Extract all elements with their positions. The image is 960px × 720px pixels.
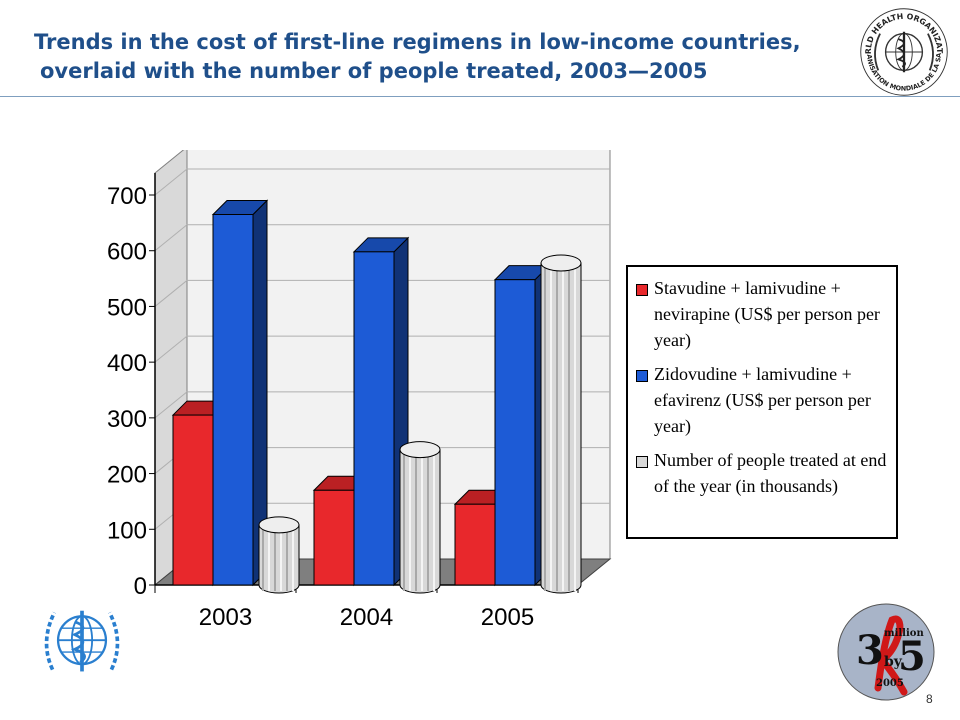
legend-item-people-treated: Number of people treated at end of the y… <box>636 447 890 499</box>
y-tick-label: 500 <box>107 294 147 321</box>
bar-front-2-0 <box>454 503 496 586</box>
bar-front-1-1 <box>353 251 395 586</box>
3by5-logo-million: million <box>884 628 924 639</box>
3by5-logo-by: by <box>884 654 903 670</box>
who-logo: WORLD HEALTH ORGANIZATION ORGANISATION M… <box>858 6 948 96</box>
legend-swatch-zidovudine <box>636 370 648 382</box>
cylinder-top <box>540 254 582 272</box>
legend-item-stavudine: Stavudine + lamivudine + nevirapine (US$… <box>636 275 890 353</box>
gridline <box>154 391 610 419</box>
3by5-logo-3: 3 <box>856 627 884 674</box>
legend-swatch-stavudine <box>636 284 648 296</box>
y-tick-label: 600 <box>107 239 147 266</box>
legend-item-zidovudine: Zidovudine + lamivudine + efavirenz (US$… <box>636 361 890 439</box>
y-tick-label: 300 <box>107 406 147 433</box>
y-axis-tick-labels: 0 100 200 300 400 500 600 700 <box>107 183 147 600</box>
legend-label-zidovudine: Zidovudine + lamivudine + efavirenz (US$… <box>654 364 871 436</box>
bar-front-0-1 <box>212 214 254 586</box>
bar-front-0-0 <box>172 414 214 586</box>
who-emblem-blue <box>44 610 120 672</box>
gridline <box>154 279 610 307</box>
gridline <box>154 335 610 363</box>
gridline <box>154 224 610 252</box>
x-axis-tick-labels: 2003 2004 2005 <box>199 604 534 631</box>
y-tick-label: 0 <box>134 573 147 600</box>
page-title: Trends in the cost of first-line regimen… <box>34 28 854 86</box>
legend-label-people-treated: Number of people treated at end of the y… <box>654 450 887 496</box>
y-tick-label: 200 <box>107 462 147 489</box>
page-title-line-2: overlaid with the number of people treat… <box>40 59 708 83</box>
page-title-line-1: Trends in the cost of first-line regimen… <box>34 30 801 54</box>
gridline <box>154 168 610 196</box>
bar-front-1-0 <box>313 489 355 586</box>
bar-front-2-1 <box>494 279 536 586</box>
x-tick-label: 2003 <box>199 604 252 631</box>
legend-swatch-people-treated <box>636 456 648 468</box>
3by5-logo-year: 2005 <box>876 678 904 689</box>
page-number: 8 <box>926 692 933 706</box>
3by5-logo-5: 5 <box>898 633 926 680</box>
legend-label-stavudine: Stavudine + lamivudine + nevirapine (US$… <box>654 278 880 350</box>
x-tick-label: 2004 <box>340 604 393 631</box>
y-tick-label: 700 <box>107 183 147 210</box>
x-tick-label: 2005 <box>481 604 534 631</box>
bar-chart: 0 100 200 300 400 500 600 700 2003 2004 2005 <box>107 150 612 631</box>
chart-bars <box>171 199 582 594</box>
title-divider <box>0 96 960 97</box>
y-tick-label: 100 <box>107 517 147 544</box>
cylinder-top <box>399 441 441 459</box>
y-tick-label: 400 <box>107 350 147 377</box>
cylinder-top <box>258 516 300 534</box>
3by5-logo: 3 5 million by 2005 <box>837 603 935 701</box>
chart-legend: Stavudine + lamivudine + nevirapine (US$… <box>626 265 898 539</box>
